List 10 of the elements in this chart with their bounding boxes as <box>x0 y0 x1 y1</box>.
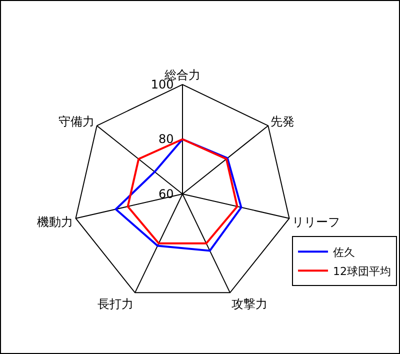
spoke-label: 長打力 <box>98 296 134 311</box>
spoke-label: 守備力 <box>58 114 95 129</box>
spoke-label: リリーフ <box>292 214 340 229</box>
spoke-label: 先発 <box>270 114 294 129</box>
legend-label: 12球団平均 <box>333 264 392 278</box>
legend-label: 佐久 <box>333 246 356 259</box>
spoke-label: 攻撃力 <box>231 296 268 311</box>
y-tick-label: 60 <box>158 186 174 201</box>
y-tick-label: 80 <box>158 132 174 146</box>
spoke-label: 機動力 <box>36 214 73 229</box>
